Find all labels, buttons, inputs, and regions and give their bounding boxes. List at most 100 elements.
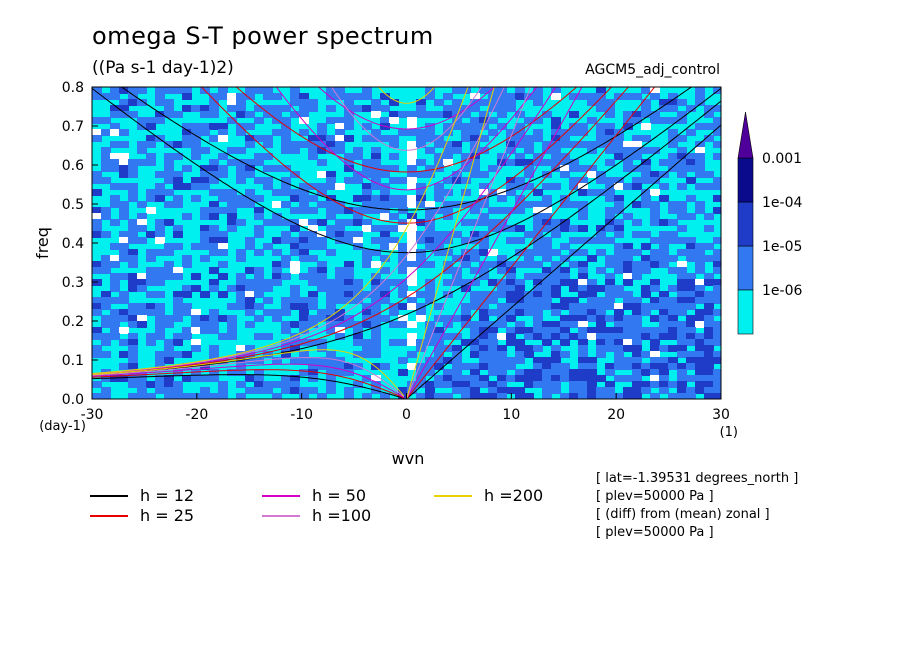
- field-cell: [596, 123, 606, 130]
- field-cell: [677, 99, 687, 106]
- x-tick-label: -20: [185, 407, 208, 423]
- field-cell: [164, 165, 174, 172]
- field-cell: [164, 393, 174, 399]
- x-tick-label: -30: [81, 407, 104, 423]
- field-cell: [155, 333, 165, 340]
- field-cell: [254, 333, 264, 340]
- field-cell: [155, 99, 165, 106]
- field-cell: [479, 303, 489, 310]
- field-cell: [632, 177, 642, 184]
- field-cell: [506, 141, 516, 148]
- field-cell: [506, 135, 516, 142]
- field-cell: [623, 273, 633, 280]
- field-cell: [506, 291, 516, 298]
- field-cell: [398, 357, 408, 364]
- field-cell: [263, 297, 273, 304]
- field-cell: [641, 363, 651, 370]
- field-cell: [551, 153, 561, 160]
- field-cell: [218, 387, 228, 394]
- field-cell: [551, 267, 561, 274]
- field-cell: [632, 165, 642, 172]
- field-cell: [407, 159, 417, 166]
- field-cell: [380, 105, 390, 112]
- field-cell: [146, 291, 156, 298]
- field-cell: [578, 345, 588, 352]
- field-cell: [92, 327, 102, 334]
- field-cell: [281, 303, 291, 310]
- field-cell: [497, 123, 507, 130]
- field-cell: [290, 207, 300, 214]
- field-cell: [398, 321, 408, 328]
- field-cell: [245, 321, 255, 328]
- field-cell: [362, 261, 372, 268]
- field-cell: [578, 123, 588, 130]
- field-cell: [317, 159, 327, 166]
- field-cell: [272, 219, 282, 226]
- field-cell: [191, 195, 201, 202]
- field-cell: [686, 375, 696, 382]
- field-cell: [128, 339, 138, 346]
- field-cell: [173, 177, 183, 184]
- field-cell: [668, 201, 678, 208]
- field-cell: [236, 303, 246, 310]
- field-cell: [641, 291, 651, 298]
- field-cell: [434, 99, 444, 106]
- field-cell: [479, 117, 489, 124]
- field-cell: [101, 177, 111, 184]
- field-cell: [686, 321, 696, 328]
- field-cell: [371, 153, 381, 160]
- field-cell: [101, 393, 111, 399]
- field-cell: [200, 171, 210, 178]
- field-cell: [650, 285, 660, 292]
- field-cell: [128, 159, 138, 166]
- field-cell: [659, 255, 669, 262]
- field-cell: [497, 99, 507, 106]
- field-cell: [533, 291, 543, 298]
- field-cell: [542, 321, 552, 328]
- field-cell: [578, 291, 588, 298]
- field-cell: [605, 189, 615, 196]
- field-cell: [461, 309, 471, 316]
- field-cell: [524, 165, 534, 172]
- field-cell: [128, 189, 138, 196]
- field-cell: [344, 111, 354, 118]
- field-cell: [677, 111, 687, 118]
- field-cell: [335, 231, 345, 238]
- field-cell: [488, 357, 498, 364]
- field-cell: [479, 327, 489, 334]
- field-cell: [542, 357, 552, 364]
- field-cell: [659, 159, 669, 166]
- field-cell: [659, 243, 669, 250]
- legend-swatch: [90, 494, 128, 497]
- field-cell: [578, 141, 588, 148]
- field-cell: [389, 243, 399, 250]
- field-cell: [605, 315, 615, 322]
- field-cell: [704, 111, 714, 118]
- field-cell: [470, 255, 480, 262]
- field-cell: [470, 147, 480, 154]
- field-cell: [488, 393, 498, 399]
- field-cell: [650, 177, 660, 184]
- field-cell: [452, 357, 462, 364]
- field-cell: [443, 177, 453, 184]
- field-cell: [290, 99, 300, 106]
- field-cell: [596, 225, 606, 232]
- field-cell: [308, 141, 318, 148]
- field-cell: [317, 183, 327, 190]
- field-cell: [713, 339, 721, 346]
- field-cell: [254, 117, 264, 124]
- field-cell: [452, 273, 462, 280]
- field-cell: [479, 243, 489, 250]
- field-cell: [344, 369, 354, 376]
- field-cell: [578, 393, 588, 399]
- field-cell: [398, 279, 408, 286]
- field-cell: [506, 261, 516, 268]
- field-cell: [587, 165, 597, 172]
- field-cell: [506, 267, 516, 274]
- field-cell: [335, 273, 345, 280]
- field-cell: [569, 315, 579, 322]
- field-cell: [326, 87, 336, 94]
- field-cell: [371, 339, 381, 346]
- field-cell: [335, 117, 345, 124]
